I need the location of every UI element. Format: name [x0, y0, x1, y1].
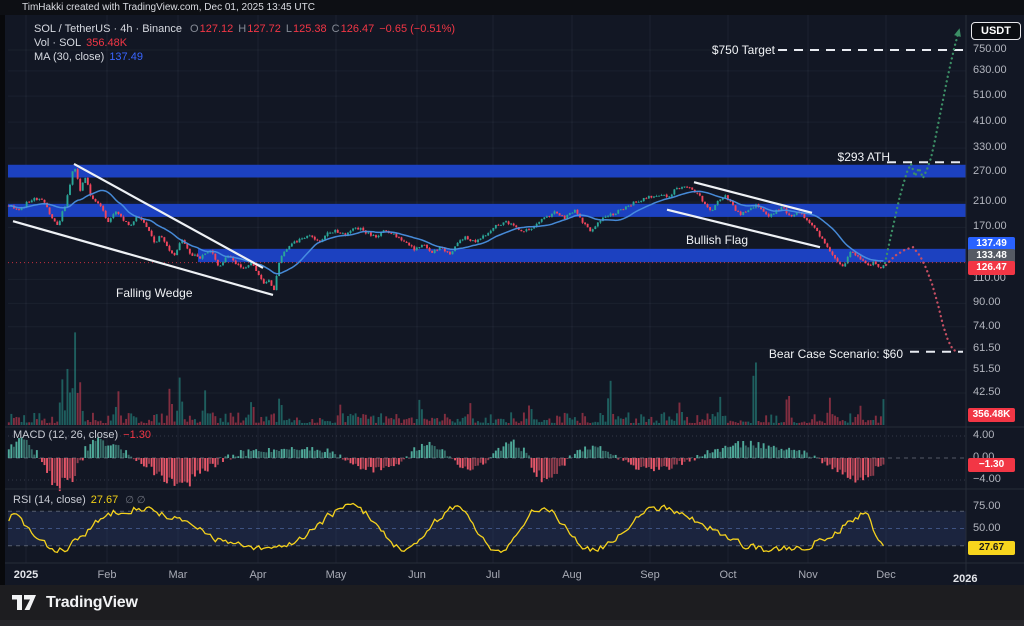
trendline-drawings[interactable]	[12, 162, 821, 297]
legend-volume-row: Vol · SOL 356.48K	[34, 36, 455, 50]
price-tick-label: 270.00	[973, 165, 1007, 178]
macd-value: −1.30	[123, 429, 151, 441]
ohlc-letter: O	[190, 23, 199, 35]
time-axis-label: Mar	[168, 569, 188, 581]
price-tick-label: 51.50	[973, 363, 1001, 375]
ath-293-label[interactable]: $293 ATH	[837, 150, 890, 164]
symbol-title: SOL / TetherUS · 4h · Binance	[34, 23, 182, 35]
attribution-bar: TimHakki created with TradingView.com, D…	[0, 0, 1024, 15]
change-value: −0.65 (−0.51%)	[379, 23, 456, 35]
hidden-values-icons: ∅ ∅	[125, 495, 146, 506]
price-tick-label: 61.50	[973, 341, 1001, 354]
time-axis-label: Dec	[876, 569, 896, 581]
time-axis-label: Jun	[408, 569, 426, 581]
time-axis-label: May	[325, 569, 347, 581]
time-axis-label: Apr	[249, 569, 267, 581]
ma-price-badge: 137.49	[968, 237, 1015, 252]
falling-wedge-label[interactable]: Falling Wedge	[116, 286, 193, 300]
price-tick-label: 170.00	[973, 220, 1007, 233]
ma-value: 137.49	[109, 51, 143, 63]
ohlc-letter: H	[238, 23, 247, 35]
rsi-tick-label: 50.00	[973, 521, 1001, 534]
price-tick-label: 510.00	[973, 89, 1007, 102]
ma-label: MA (30, close)	[34, 51, 105, 63]
supply-demand-zones[interactable]	[8, 164, 966, 263]
ohlc-letter: C	[331, 23, 340, 35]
time-axis-year-label-clipped: 2026	[953, 573, 978, 582]
price-tick-label: 630.00	[973, 63, 1007, 76]
volume-value: 356.48K	[86, 37, 128, 49]
time-axis-label: Jul	[485, 569, 501, 581]
time-axis-label: Aug	[562, 569, 582, 581]
bullish-flag-label[interactable]: Bullish Flag	[686, 233, 749, 247]
time-axis-label: Nov	[798, 569, 818, 581]
macd-tick-label: −4.00	[973, 473, 1001, 485]
ohlc-value: 127.72	[247, 23, 281, 35]
ohlc-letter: L	[285, 23, 292, 35]
price-tick-label: 90.00	[973, 296, 1001, 309]
tradingview-wordmark: TradingView	[46, 594, 138, 611]
price-tick-label: 750.00	[973, 43, 1007, 55]
ohlc-value: 125.38	[292, 23, 327, 35]
macd-histogram	[7, 435, 966, 492]
price-tick-label: 110.00	[973, 272, 1006, 285]
last-price-badge: 126.47	[968, 261, 1015, 276]
time-axis-label: Oct	[719, 569, 737, 581]
tradingview-logo-mark	[12, 595, 36, 610]
chart-background	[5, 15, 1024, 585]
volume-badge: 356.48K	[968, 408, 1015, 422]
time-axis-label: 2025	[13, 569, 39, 581]
symbol-legend: SOL / TetherUS · 4h · Binance O127.12 H12…	[34, 22, 455, 64]
projection-paths[interactable]	[883, 28, 961, 353]
ma-line	[8, 189, 884, 275]
legend-ma-row: MA (30, close) 137.49	[34, 50, 455, 64]
rsi-pane-legend: RSI (14, close) 27.67 ∅ ∅	[13, 494, 145, 506]
ohlc-value: 127.12	[199, 23, 234, 35]
currency-toggle-button[interactable]: USDT	[971, 22, 1021, 40]
macd-label: MACD (12, 26, close)	[13, 429, 119, 441]
volume-bars	[7, 332, 885, 425]
rsi-tick-label: 75.00	[973, 500, 1001, 512]
macd-tick-label: 4.00	[973, 429, 995, 441]
legend-symbol-row: SOL / TetherUS · 4h · Binance O127.12 H12…	[34, 22, 455, 36]
attribution-text: TimHakki created with TradingView.com, D…	[22, 2, 315, 13]
pane-separators	[5, 15, 1024, 585]
tradingview-logo[interactable]: TradingView	[12, 594, 138, 612]
price-tick-label: 410.00	[973, 115, 1007, 128]
bear-case-label[interactable]: Bear Case Scenario: $60	[768, 347, 903, 361]
macd-value-badge: −1.30	[968, 458, 1015, 473]
grid-lines	[8, 15, 966, 563]
mid-price-badge: 133.48	[968, 249, 1015, 264]
level-lines[interactable]	[778, 49, 963, 353]
footer-bar: TradingView	[0, 585, 1024, 626]
time-axis-label: Sep	[640, 569, 660, 581]
bottom-edge-strip	[0, 620, 1024, 626]
rsi-value: 27.67	[90, 494, 119, 506]
volume-label: Vol · SOL	[34, 37, 82, 49]
rsi-pane	[8, 502, 966, 554]
rsi-value-badge: 27.67	[968, 540, 1015, 555]
price-tick-label: 330.00	[973, 141, 1007, 154]
price-tick-label: 42.50	[973, 385, 1001, 398]
price-tick-label: 74.00	[973, 319, 1001, 332]
price-tick-label: 210.00	[973, 195, 1007, 208]
target-750-label[interactable]: $750 Target	[711, 43, 775, 57]
macd-pane-legend: MACD (12, 26, close) −1.30	[13, 429, 151, 441]
ohlc-value: 126.47	[340, 23, 375, 35]
rsi-label: RSI (14, close)	[13, 494, 86, 506]
candlesticks	[7, 167, 885, 291]
time-axis-label: Feb	[97, 569, 117, 581]
